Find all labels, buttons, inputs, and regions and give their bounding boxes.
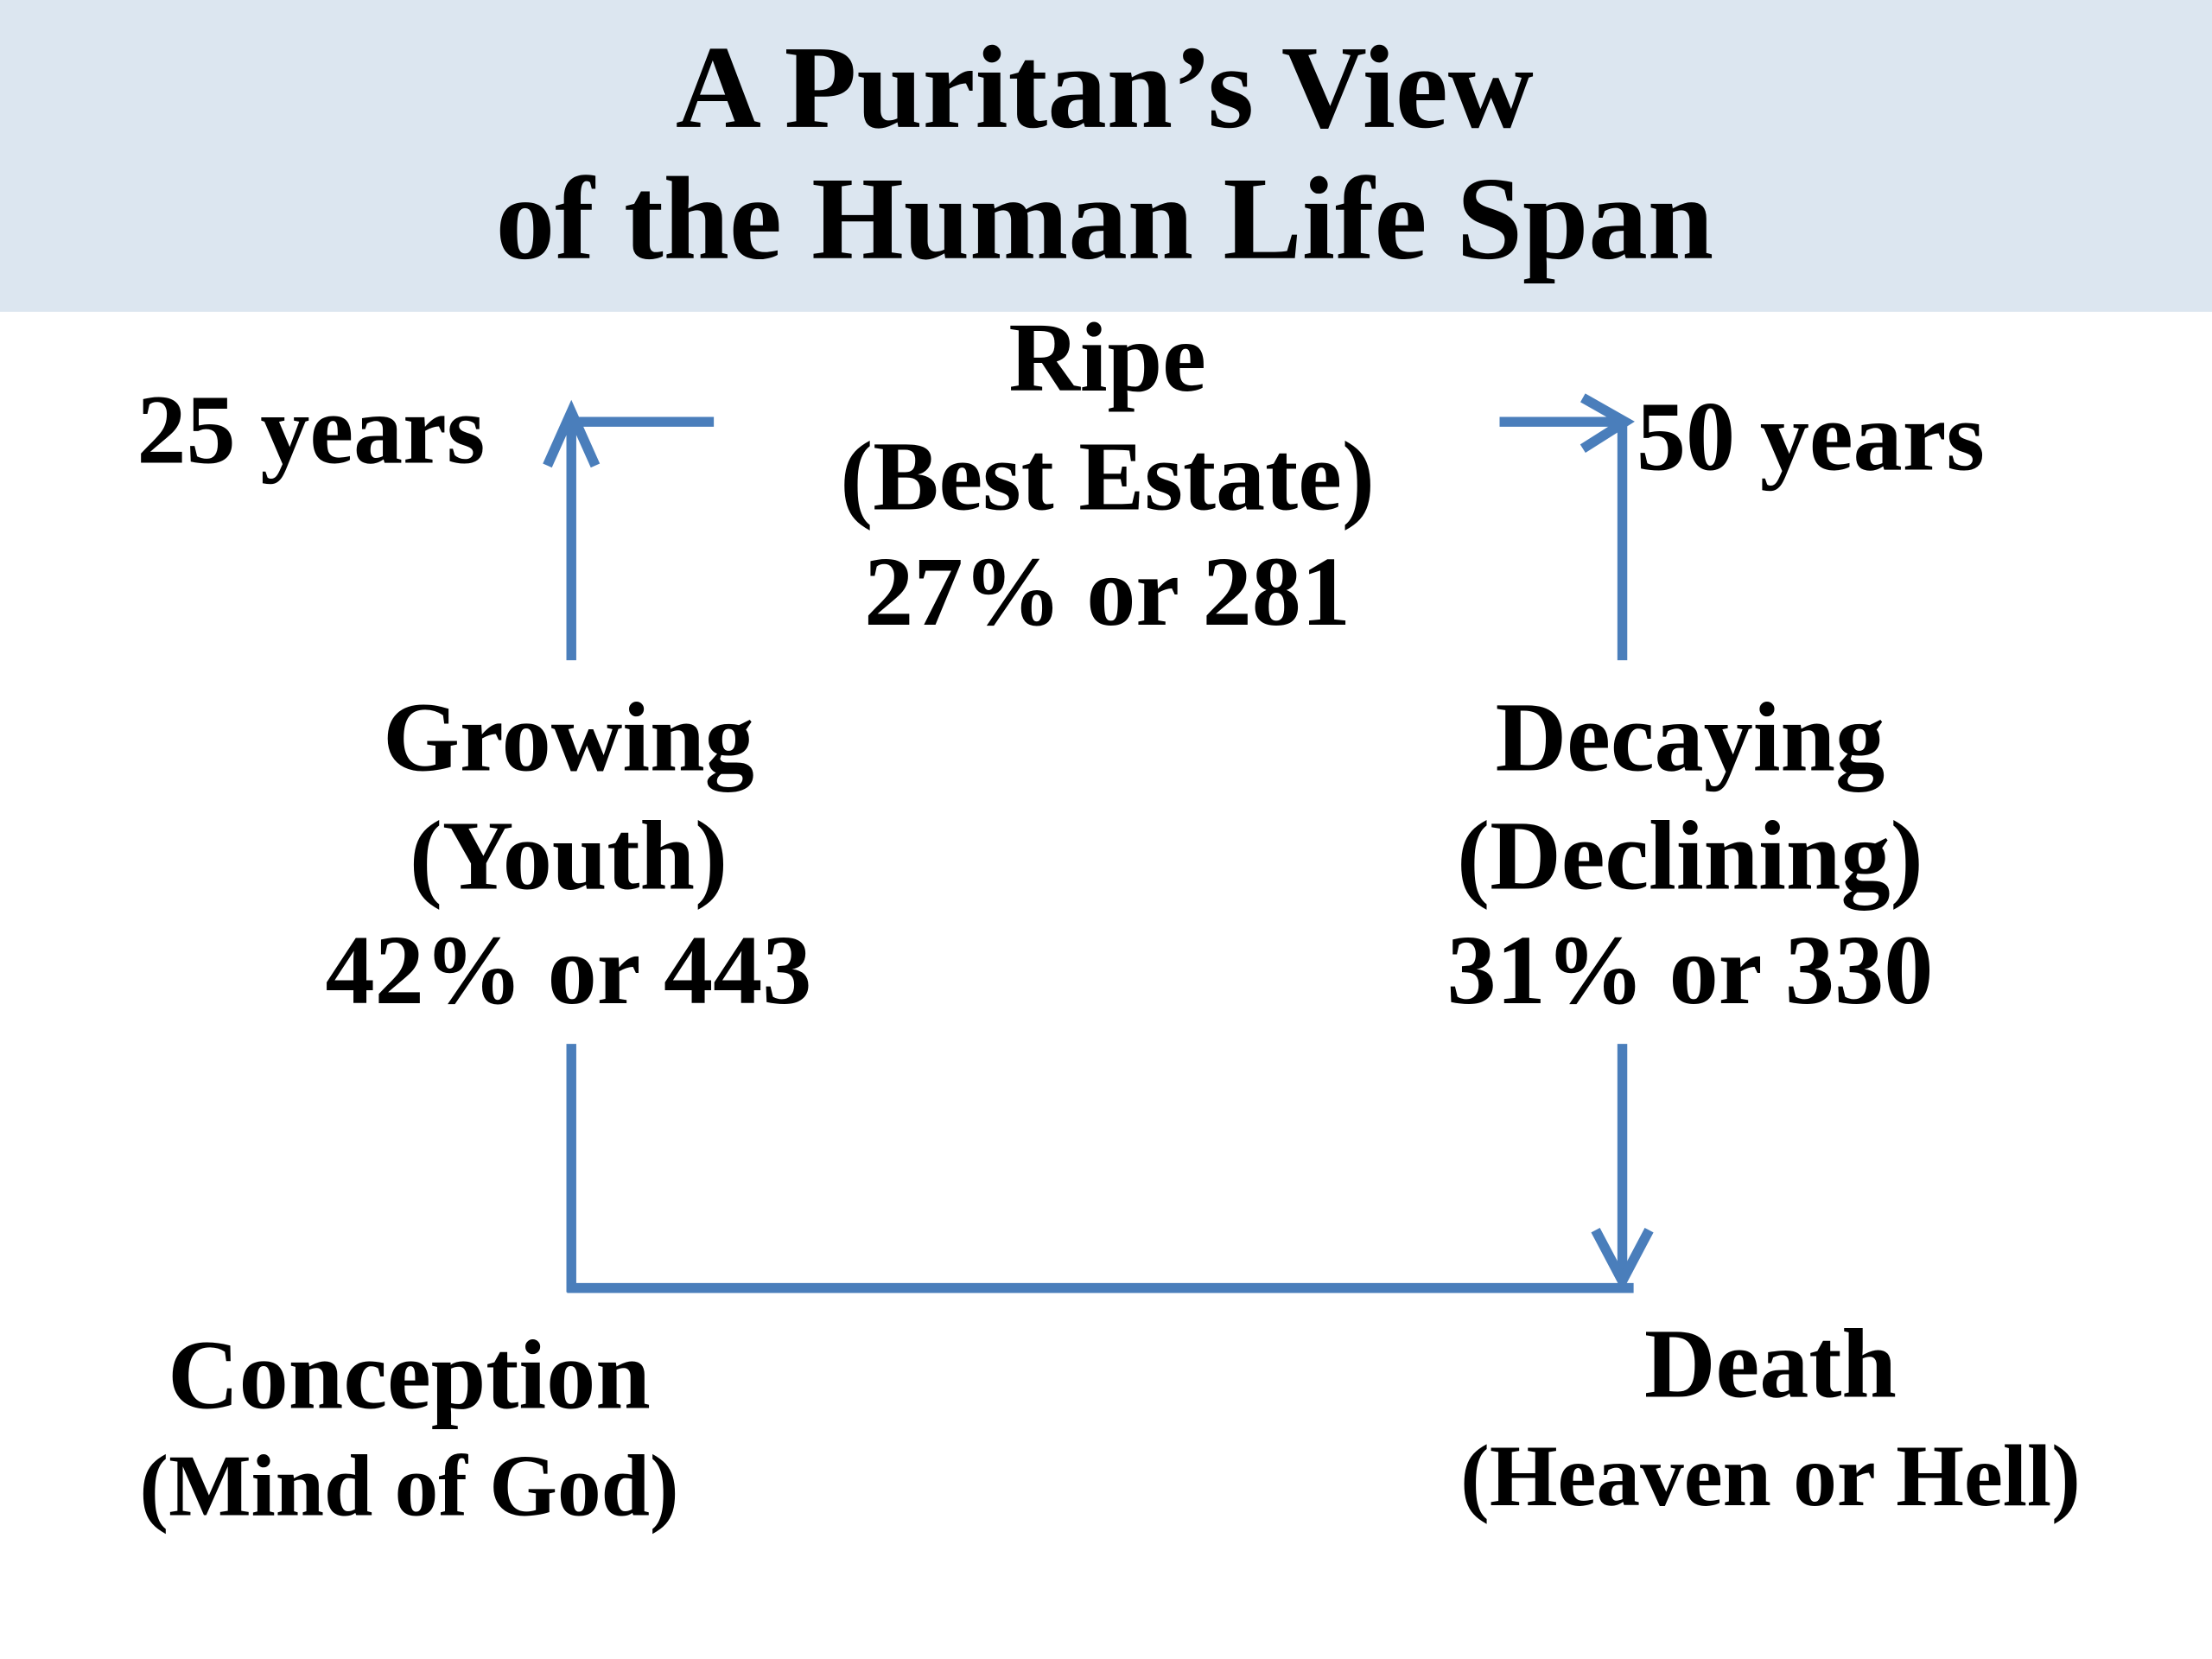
growing-label: Growing	[383, 682, 754, 791]
death-label: Death	[1644, 1308, 1897, 1418]
milestone-50-years: 50 years	[1637, 382, 1985, 492]
title-line-1: A Puritan’s View	[676, 22, 1534, 153]
title-banner	[0, 0, 2212, 312]
arrow-ripe-to-decaying	[1499, 393, 1635, 661]
ripe-share: 27% or 281	[864, 537, 1351, 646]
ripe-subtitle: (Best Estate)	[840, 421, 1375, 531]
conception-label: Conception	[168, 1319, 651, 1429]
arrow-growing-to-ripe	[543, 399, 715, 661]
conception-subtitle: (Mind of God)	[139, 1437, 678, 1534]
death-subtitle: (Heaven or Hell)	[1460, 1427, 2081, 1524]
milestone-25-years: 25 years	[137, 375, 485, 485]
arrow-conception-to-death	[566, 1044, 1654, 1294]
title-line-2: of the Human Life Span	[496, 153, 1714, 284]
ripe-label: Ripe	[1008, 302, 1206, 412]
decaying-share: 31% or 330	[1446, 915, 1933, 1025]
decaying-subtitle: (Declining)	[1457, 801, 1923, 911]
decaying-label: Decaying	[1496, 682, 1885, 791]
growing-share: 42% or 443	[326, 915, 812, 1025]
growing-subtitle: (Youth)	[410, 801, 728, 911]
